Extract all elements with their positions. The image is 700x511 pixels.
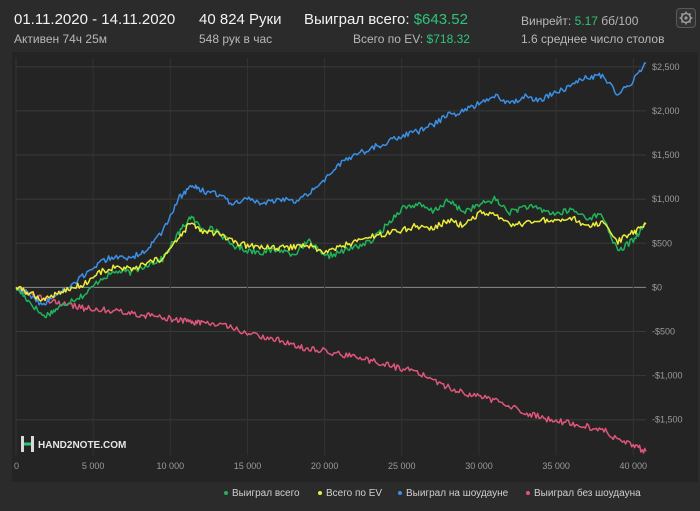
hand2note-logo: HAND2NOTE.COM [21,434,131,454]
series-lines [15,62,647,454]
x-tick-label: 30 000 [465,461,493,471]
y-tick-label: -$500 [652,326,675,336]
won-total-value: $643.52 [413,11,468,28]
gear-icon[interactable] [676,8,696,28]
y-tick-label: $1,000 [652,194,680,204]
won-total-label: Выиграл всего: [304,11,410,28]
x-tick-label: 25 000 [388,461,416,471]
legend-item-ev[interactable]: Всего по EV [318,488,382,499]
x-tick-label: 10 000 [157,461,185,471]
winrate-value: 5.17 [574,14,598,28]
x-tick-label: 15 000 [234,461,262,471]
winrate: Винрейт: 5.17 бб/100 [521,14,638,28]
y-tick-label: $1,500 [652,150,680,160]
series-line-1 [15,209,647,302]
active-time: Активен 74ч 25м [14,32,107,46]
logo-mark: HAND2NOTE.COM [21,436,126,452]
legend-dot-icon [224,491,228,496]
legend-dot-icon [398,491,402,496]
date-range[interactable]: 01.11.2020 - 14.11.2020 [14,11,176,28]
legend-item-won[interactable]: Выиграл всего [224,488,300,499]
y-tick-label: -$1,000 [652,371,683,381]
chart-area: $2,500 $2,000 $1,500 $1,000 $500 $0 -$500 -$1,0… [12,52,698,482]
won-total: Выиграл всего: $643.52 [304,11,468,28]
legend-label-showdown: Выиграл на шоудауне [406,488,509,499]
x-axis-ticks: 0 5 000 10 000 15 000 20 000 25 000 30 000 35 0… [14,461,647,471]
stats-header: 01.11.2020 - 14.11.2020 Активен 74ч 25м … [0,0,700,52]
legend-item-no-showdown[interactable]: Выиграл без шоудауна [526,488,641,499]
grid [15,58,646,455]
legend-dot-icon [526,491,530,496]
x-tick-label: 5 000 [82,461,105,471]
winrate-suffix: бб/100 [601,14,639,28]
series-line-0 [15,195,647,319]
series-line-3 [15,286,647,454]
y-tick-label: -$1,500 [652,415,683,425]
x-tick-label: 20 000 [311,461,339,471]
hands-per-hour: 548 рук в час [199,32,273,46]
logo-text: HAND2NOTE.COM [38,440,126,451]
x-tick-label: 35 000 [542,461,570,471]
ev-total-label: Всего по EV: [353,32,424,46]
hands-count: 40 824 Руки [199,11,282,28]
y-tick-label: $0 [652,282,662,292]
winrate-label: Винрейт: [521,14,572,28]
legend-dot-icon [318,491,322,496]
average-tables: 1.6 среднее число столов [521,32,665,46]
gear-icon-glyph [679,11,693,25]
legend-label-ev: Всего по EV [326,488,383,499]
profit-chart: $2,500 $2,000 $1,500 $1,000 $500 $0 -$500 -$1,0… [14,58,683,471]
chart-legend: Выиграл всего Всего по EV Выиграл на шоу… [0,482,700,511]
legend-item-showdown[interactable]: Выиграл на шоудауне [398,488,508,499]
y-tick-label: $2,500 [652,62,680,72]
ev-total-value: $718.32 [426,32,470,46]
x-tick-label: 0 [14,461,19,471]
x-tick-label: 40 000 [620,461,648,471]
y-tick-label: $500 [652,238,672,248]
ev-total: Всего по EV: $718.32 [353,32,470,46]
series-line-2 [15,62,647,306]
legend-label-won: Выиграл всего [232,488,300,499]
y-axis-ticks: $2,500 $2,000 $1,500 $1,000 $500 $0 -$500 -$1,0… [652,62,683,425]
y-tick-label: $2,000 [652,106,680,116]
legend-label-no-showdown: Выиграл без шоудауна [534,488,641,499]
